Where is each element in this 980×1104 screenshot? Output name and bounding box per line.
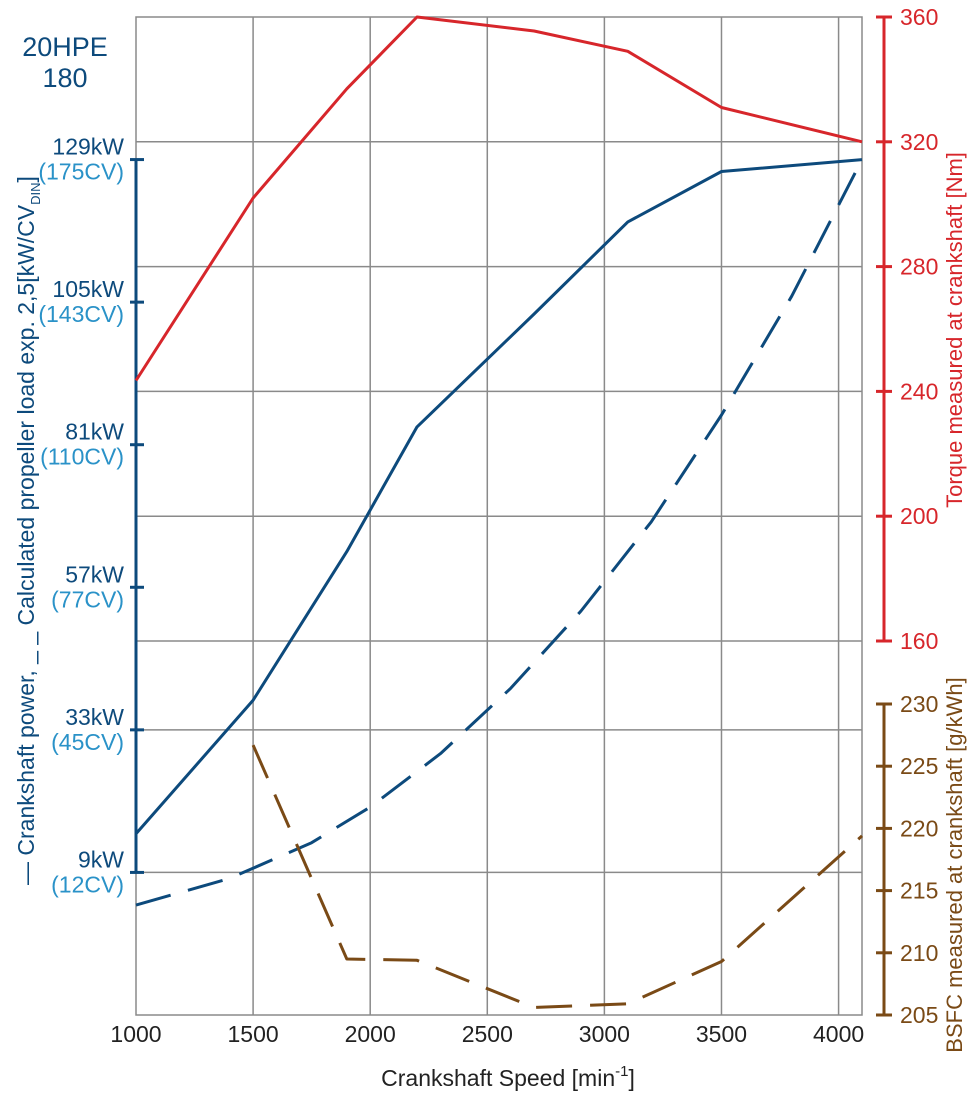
x-tick-label: 1000 [110,1021,161,1047]
grid [135,16,863,1016]
bsfc-tick-label: 205 [900,1002,938,1028]
power-axis-title-part1: Crankshaft power, [13,670,39,855]
power-axis-title-sub: DIN [28,182,43,204]
x-tick-label: 2500 [462,1021,513,1047]
power-axis-title: — Crankshaft power, _ _ Calculated prope… [13,176,43,885]
power-tick-label-kw: 57kW [65,561,124,587]
power-tick-label-kw: 33kW [65,704,124,730]
power-axis-title-part2: Calculated propeller load exp. 2,5[kW/CV [13,204,39,625]
bsfc-tick-label: 220 [900,815,938,841]
torque-tick-label: 240 [900,378,938,404]
bsfc-tick-label: 230 [900,691,938,717]
power-tick-label-cv: (45CV) [51,729,124,755]
propeller-load-line [135,158,864,907]
torque-tick-label: 200 [900,503,938,529]
x-axis-title: Crankshaft Speed [min-1] [381,1063,635,1091]
x-tick-label: 2000 [345,1021,396,1047]
bsfc-tick-label: 225 [900,753,938,779]
bsfc-line [251,744,863,1009]
power-tick-label-cv: (143CV) [38,301,124,327]
torque-tick-label: 360 [900,4,938,30]
x-tick-label: 4000 [813,1021,864,1047]
x-axis-title-main: Crankshaft Speed [min [381,1065,615,1091]
x-axis-title-sup: -1 [615,1063,628,1080]
x-tick-label: 3000 [579,1021,630,1047]
chart-title-line-2: 180 [42,63,88,93]
power-tick-label-cv: (77CV) [51,586,124,612]
power-tick-label-cv: (110CV) [40,444,124,470]
bsfc-axis-title: BSFC measured at crankshaft [g/kWh] [942,677,967,1052]
x-tick-label: 1500 [228,1021,279,1047]
axis-labels: 9kW(12CV) 33kW(45CV) 57kW(77CV) 81kW(110CV)… [13,4,967,1091]
torque-tick-label: 320 [900,129,938,155]
power-tick-label-kw: 129kW [52,134,124,160]
power-tick-label-kw: 105kW [52,276,124,302]
torque-tick-label: 160 [900,628,938,654]
chart-title: 20HPE 180 [14,32,116,94]
power-tick-label-cv: (175CV) [38,159,124,185]
power-tick-label-cv: (12CV) [51,871,124,897]
power-legend-dashed-swatch: _ _ [13,625,39,670]
torque-line [134,15,863,382]
power-tick-label-kw: 81kW [65,419,124,445]
x-axis-title-end: ] [628,1065,634,1091]
power-tick-label-kw: 9kW [78,846,124,872]
axes [130,15,892,1017]
bsfc-tick-label: 215 [900,878,938,904]
crankshaft-power-line [134,158,863,835]
series-layer [134,15,864,1009]
bsfc-tick-label: 210 [900,940,938,966]
power-legend-solid-swatch: — [13,856,39,885]
power-axis-title-end: ] [13,176,39,182]
chart-title-line-1: 20HPE [22,32,108,62]
x-tick-label: 3500 [696,1021,747,1047]
torque-axis-title: Torque measured at crankshaft [Nm] [942,152,967,508]
torque-tick-label: 280 [900,254,938,280]
